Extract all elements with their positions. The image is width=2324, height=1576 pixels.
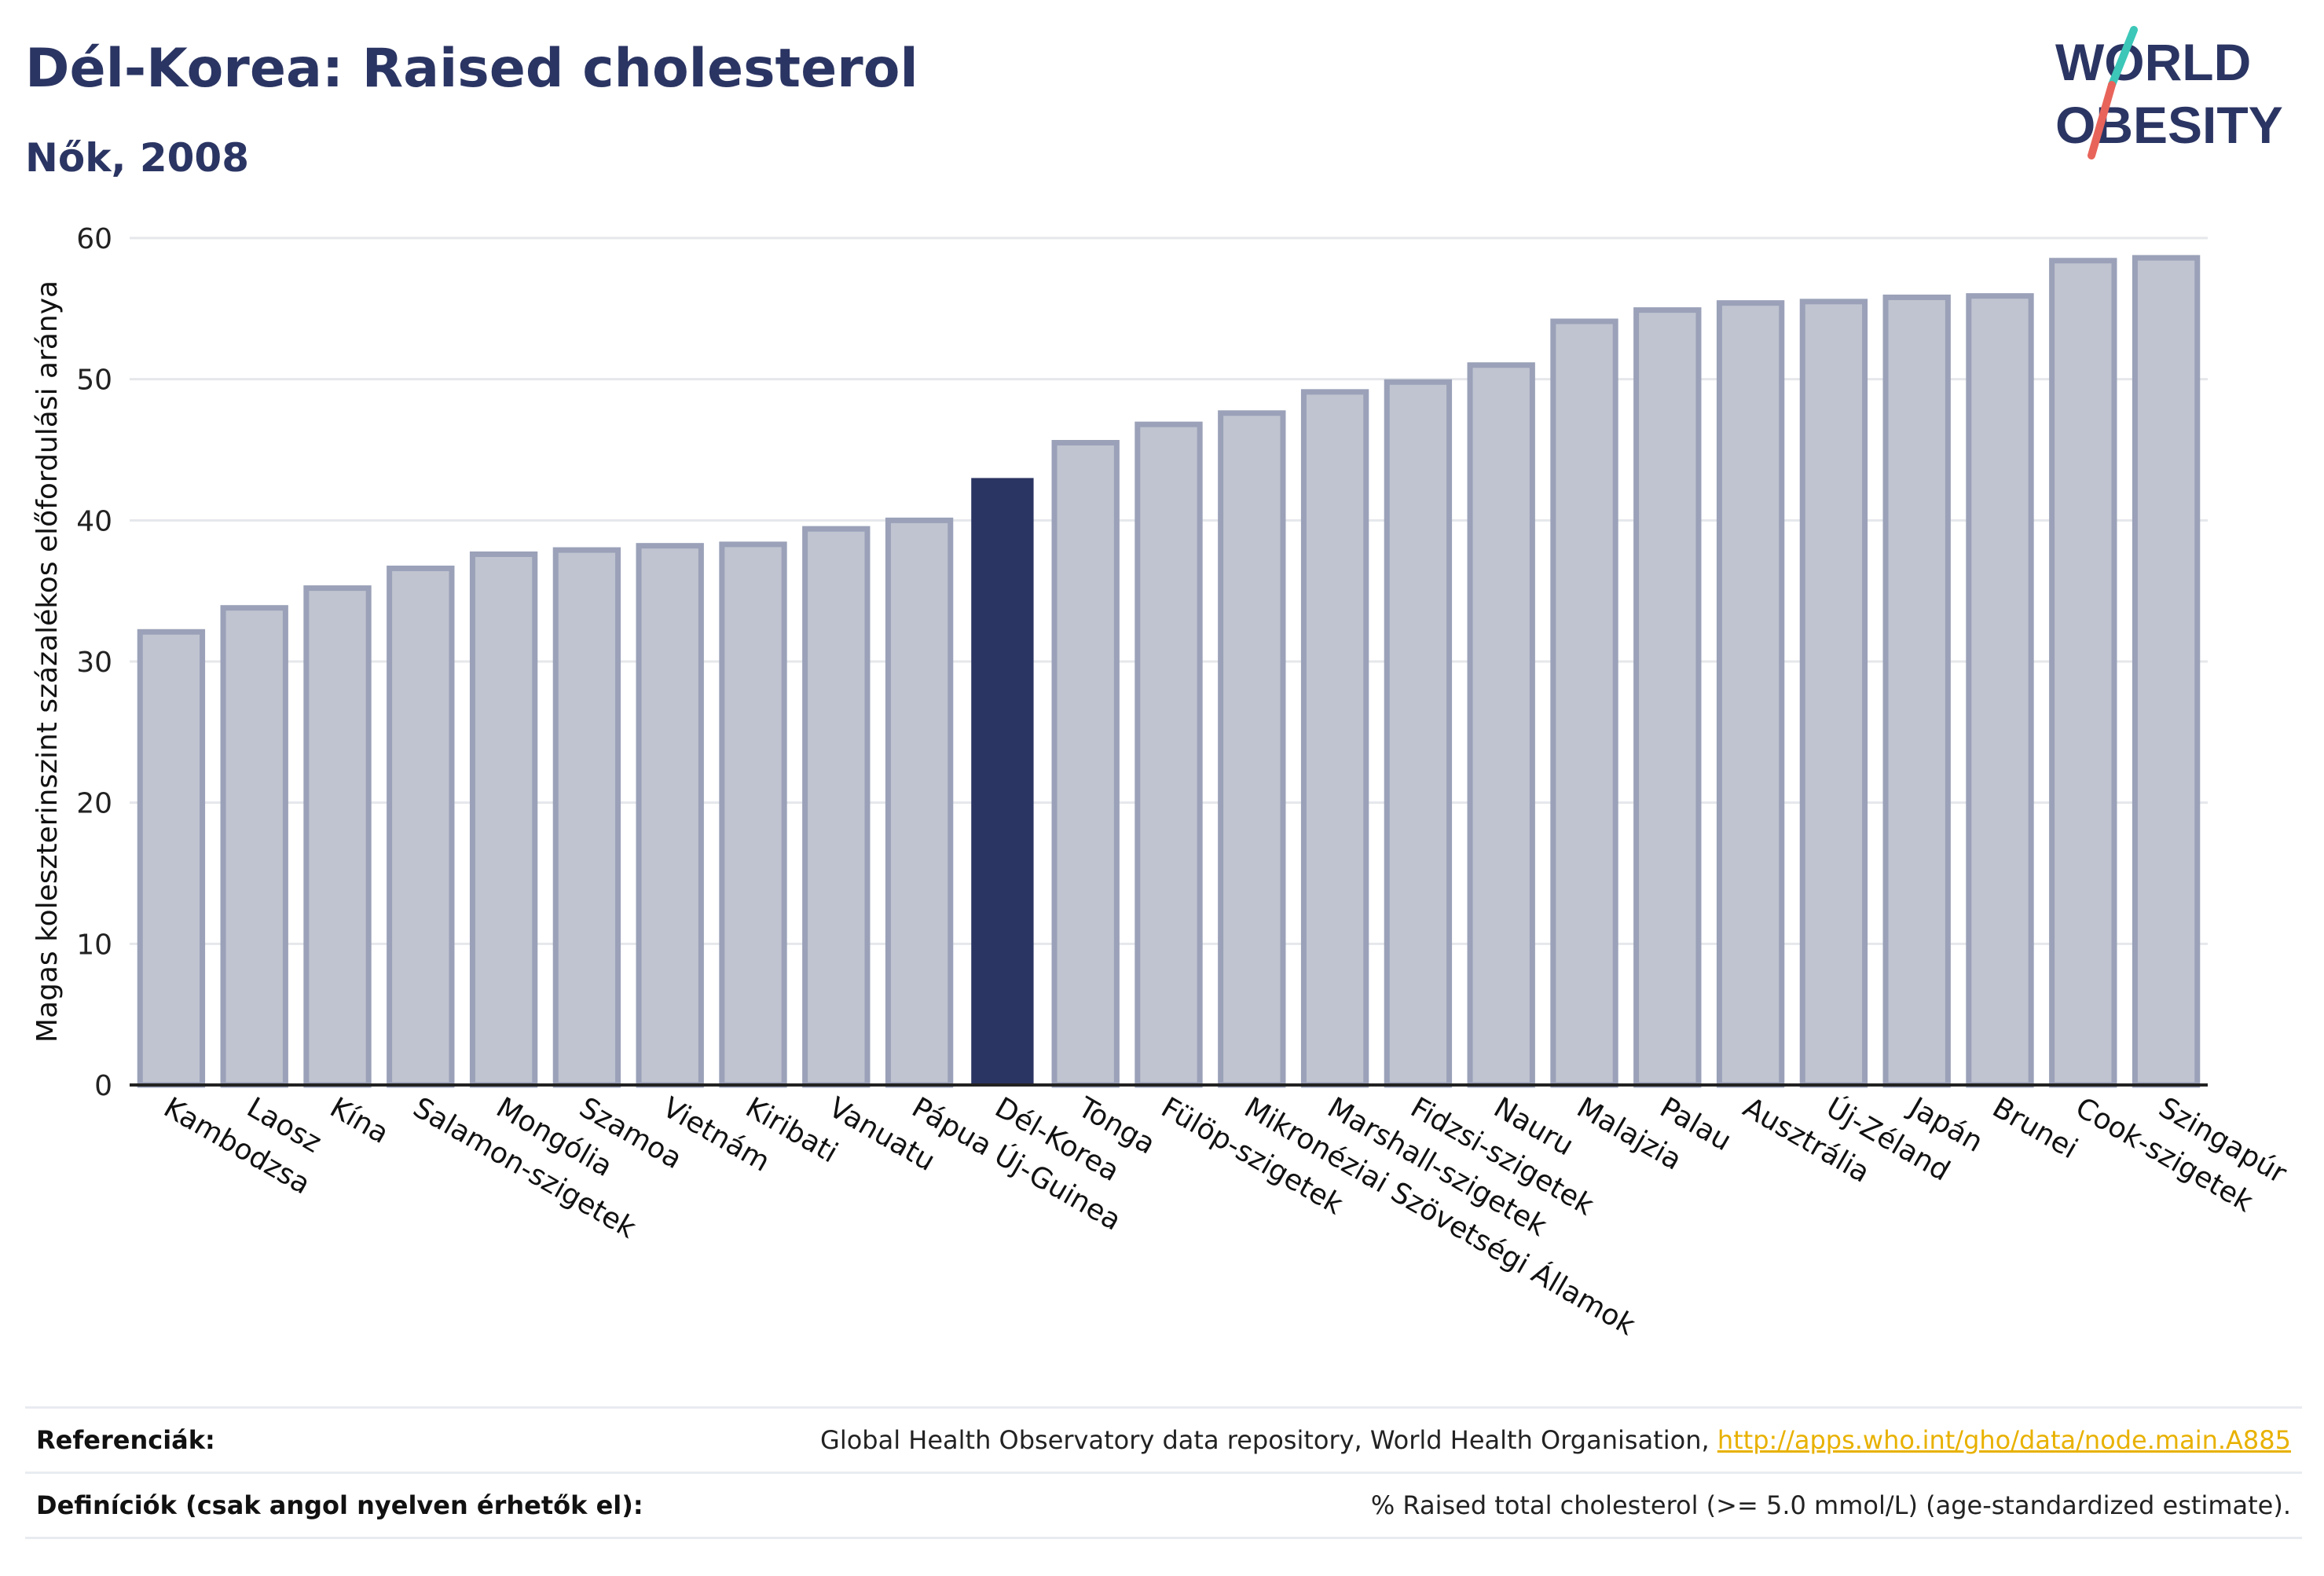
chart-subtitle: Nők, 2008 — [25, 135, 250, 181]
bar — [2049, 258, 2117, 1088]
bar — [1633, 307, 1702, 1088]
bar — [1384, 379, 1453, 1088]
bar — [1135, 421, 1203, 1088]
bar — [1799, 299, 1868, 1088]
logo-slash-teal-icon — [2108, 26, 2138, 89]
x-tick-label: Kína — [324, 1091, 394, 1150]
bar — [719, 541, 787, 1088]
references-text: Global Health Observatory data repositor… — [820, 1425, 1717, 1455]
bar — [971, 478, 1034, 1085]
bar — [1300, 389, 1369, 1088]
y-tick-label: 0 — [94, 1070, 112, 1102]
references-value: Global Health Observatory data repositor… — [820, 1425, 2302, 1455]
logo-graphic: WORLD OBESITY — [2055, 26, 2283, 159]
bar — [552, 547, 621, 1088]
bar — [1051, 440, 1120, 1088]
bar — [1966, 293, 2034, 1088]
bar — [1716, 300, 1785, 1088]
y-axis-label: Magas koleszterinszint százalékos előfor… — [31, 280, 64, 1043]
y-tick-label: 20 — [76, 788, 112, 820]
bar — [220, 605, 288, 1088]
bar — [1467, 362, 1535, 1088]
x-tick-label: Brunei — [1987, 1091, 2083, 1165]
bar — [1218, 410, 1286, 1088]
bar — [1550, 318, 1618, 1088]
bar — [885, 517, 954, 1088]
y-tick-label: 50 — [76, 365, 112, 397]
bars — [137, 255, 2201, 1088]
references-row: Referenciák: Global Health Observatory d… — [25, 1406, 2302, 1472]
logo-slash-red-icon — [2088, 81, 2116, 159]
bar — [303, 585, 372, 1088]
y-tick-label: 40 — [76, 505, 112, 537]
y-tick-label: 60 — [76, 223, 112, 255]
world-obesity-logo[interactable]: WORLD OBESITY — [2049, 25, 2308, 163]
bar — [469, 551, 538, 1088]
references-label: Referenciák: — [36, 1425, 215, 1455]
bar — [387, 565, 455, 1088]
bar — [802, 526, 871, 1088]
y-tick-label: 10 — [76, 929, 112, 961]
logo-line1: WORLD — [2055, 33, 2251, 91]
definitions-value: % Raised total cholesterol (>= 5.0 mmol/… — [1370, 1490, 2291, 1520]
definitions-row: Definíciók (csak angol nyelven érhetők e… — [25, 1472, 2302, 1539]
references-link[interactable]: http://apps.who.int/gho/data/node.main.A… — [1717, 1425, 2291, 1455]
bar — [636, 543, 704, 1088]
references-table: Referenciák: Global Health Observatory d… — [25, 1406, 2302, 1539]
bar — [137, 629, 206, 1088]
bar — [1882, 294, 1951, 1088]
definitions-label: Definíciók (csak angol nyelven érhetők e… — [36, 1490, 643, 1520]
bar — [2132, 255, 2201, 1088]
chart-title: Dél-Korea: Raised cholesterol — [25, 38, 918, 100]
y-tick-label: 30 — [76, 647, 112, 679]
y-tick-labels: 0 10 20 30 40 50 60 — [76, 223, 112, 1102]
